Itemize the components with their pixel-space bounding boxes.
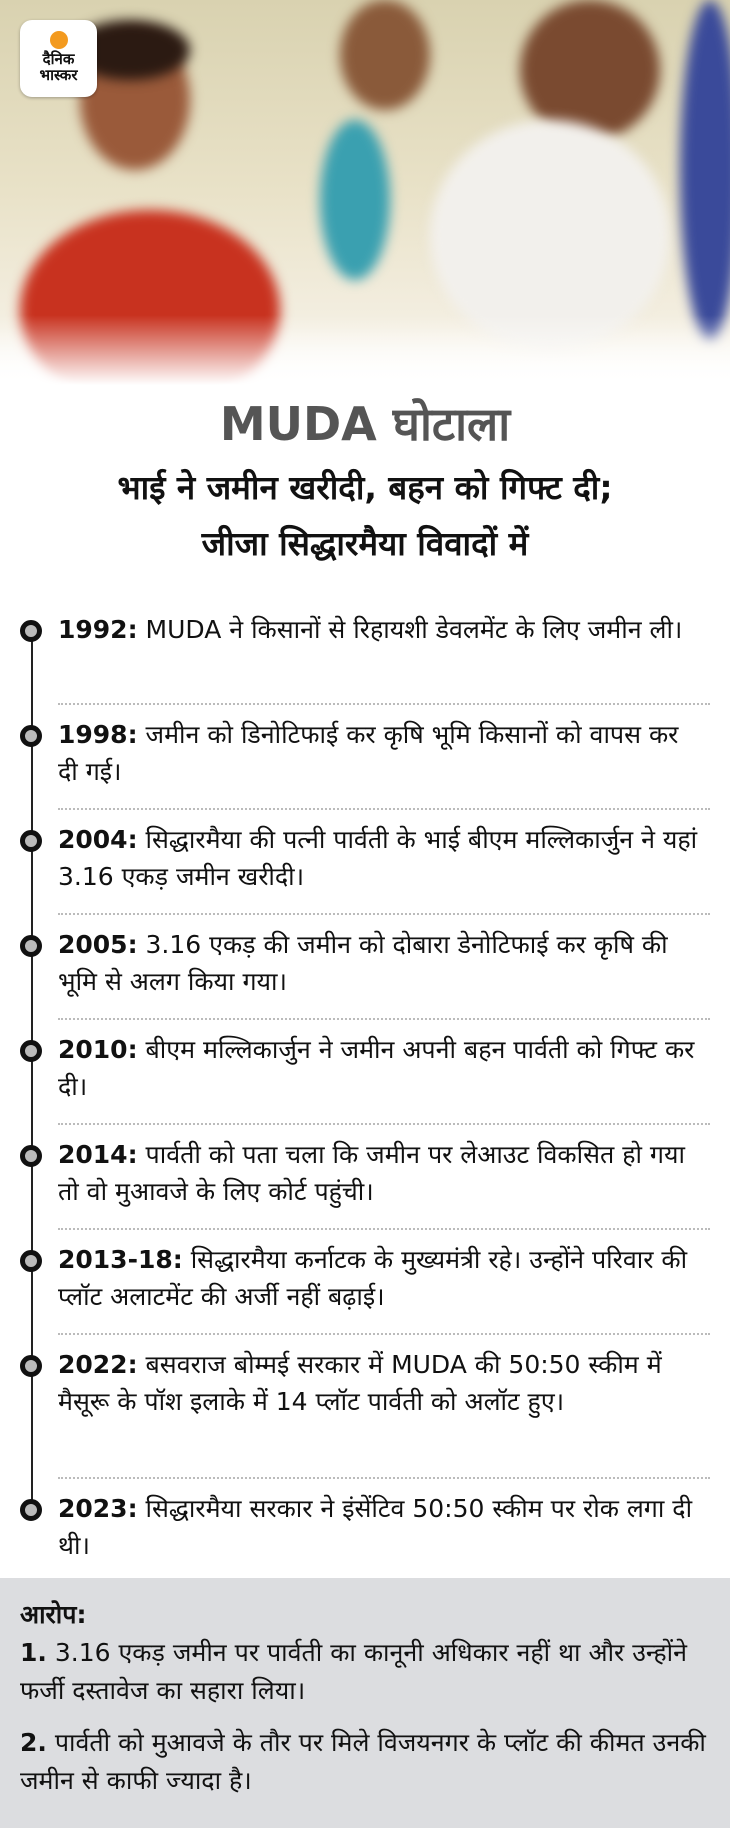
- divider: [58, 703, 710, 705]
- divider: [58, 808, 710, 810]
- divider: [58, 1477, 710, 1479]
- timeline-dot-icon: [20, 1250, 42, 1272]
- divider: [58, 913, 710, 915]
- timeline-item: 2010: बीएम मल्लिकार्जुन ने जमीन अपनी बहन…: [20, 1031, 698, 1105]
- timeline-dot-icon: [20, 1355, 42, 1377]
- divider: [58, 1123, 710, 1125]
- timeline-dot-icon: [20, 725, 42, 747]
- timeline-dot-icon: [20, 1040, 42, 1062]
- timeline-dot-icon: [20, 830, 42, 852]
- sun-icon: [49, 31, 68, 49]
- divider: [58, 1018, 710, 1020]
- timeline-item: 1998: जमीन को डिनोटिफाई कर कृषि भूमि किस…: [20, 716, 698, 790]
- timeline-dot-icon: [20, 1145, 42, 1167]
- page-subtitle: भाई ने जमीन खरीदी, बहन को गिफ्ट दी; जीजा…: [117, 468, 613, 563]
- charge-item: 1. 3.16 एकड़ जमीन पर पार्वती का कानूनी अ…: [20, 1638, 688, 1705]
- timeline-item: 1992: MUDA ने किसानों से रिहायशी डेवलमें…: [20, 611, 698, 648]
- timeline-item: 2005: 3.16 एकड़ की जमीन को दोबारा डेनोटि…: [20, 926, 698, 1000]
- timeline-item: 2014: पार्वती को पता चला कि जमीन पर लेआउ…: [20, 1136, 698, 1210]
- timeline-dot-icon: [20, 1499, 42, 1521]
- divider: [58, 1333, 710, 1335]
- timeline-item: 2004: सिद्धारमैया की पत्नी पार्वती के भा…: [20, 821, 698, 895]
- page-title: MUDA घोटाला: [219, 397, 511, 451]
- timeline-item: 2023: सिद्धारमैया सरकार ने इंसेंटिव 50:5…: [20, 1490, 698, 1564]
- timeline-item: 2013-18: सिद्धारमैया कर्नाटक के मुख्यमंत…: [20, 1241, 698, 1315]
- hero-photo: [0, 0, 730, 385]
- timeline-item: 2022: बसवराज बोम्मई सरकार में MUDA की 50…: [20, 1346, 698, 1420]
- timeline-dot-icon: [20, 620, 42, 642]
- charge-item: 2. पार्वती को मुआवजे के तौर पर मिले विजय…: [20, 1728, 706, 1795]
- timeline-dot-icon: [20, 935, 42, 957]
- timeline-line: [31, 626, 33, 1506]
- charges-box: आरोप: 1. 3.16 एकड़ जमीन पर पार्वती का का…: [0, 1578, 730, 1828]
- divider: [58, 1228, 710, 1230]
- charges-heading: आरोप:: [20, 1600, 87, 1629]
- dainik-bhaskar-logo: दैनिक भास्कर: [20, 20, 97, 97]
